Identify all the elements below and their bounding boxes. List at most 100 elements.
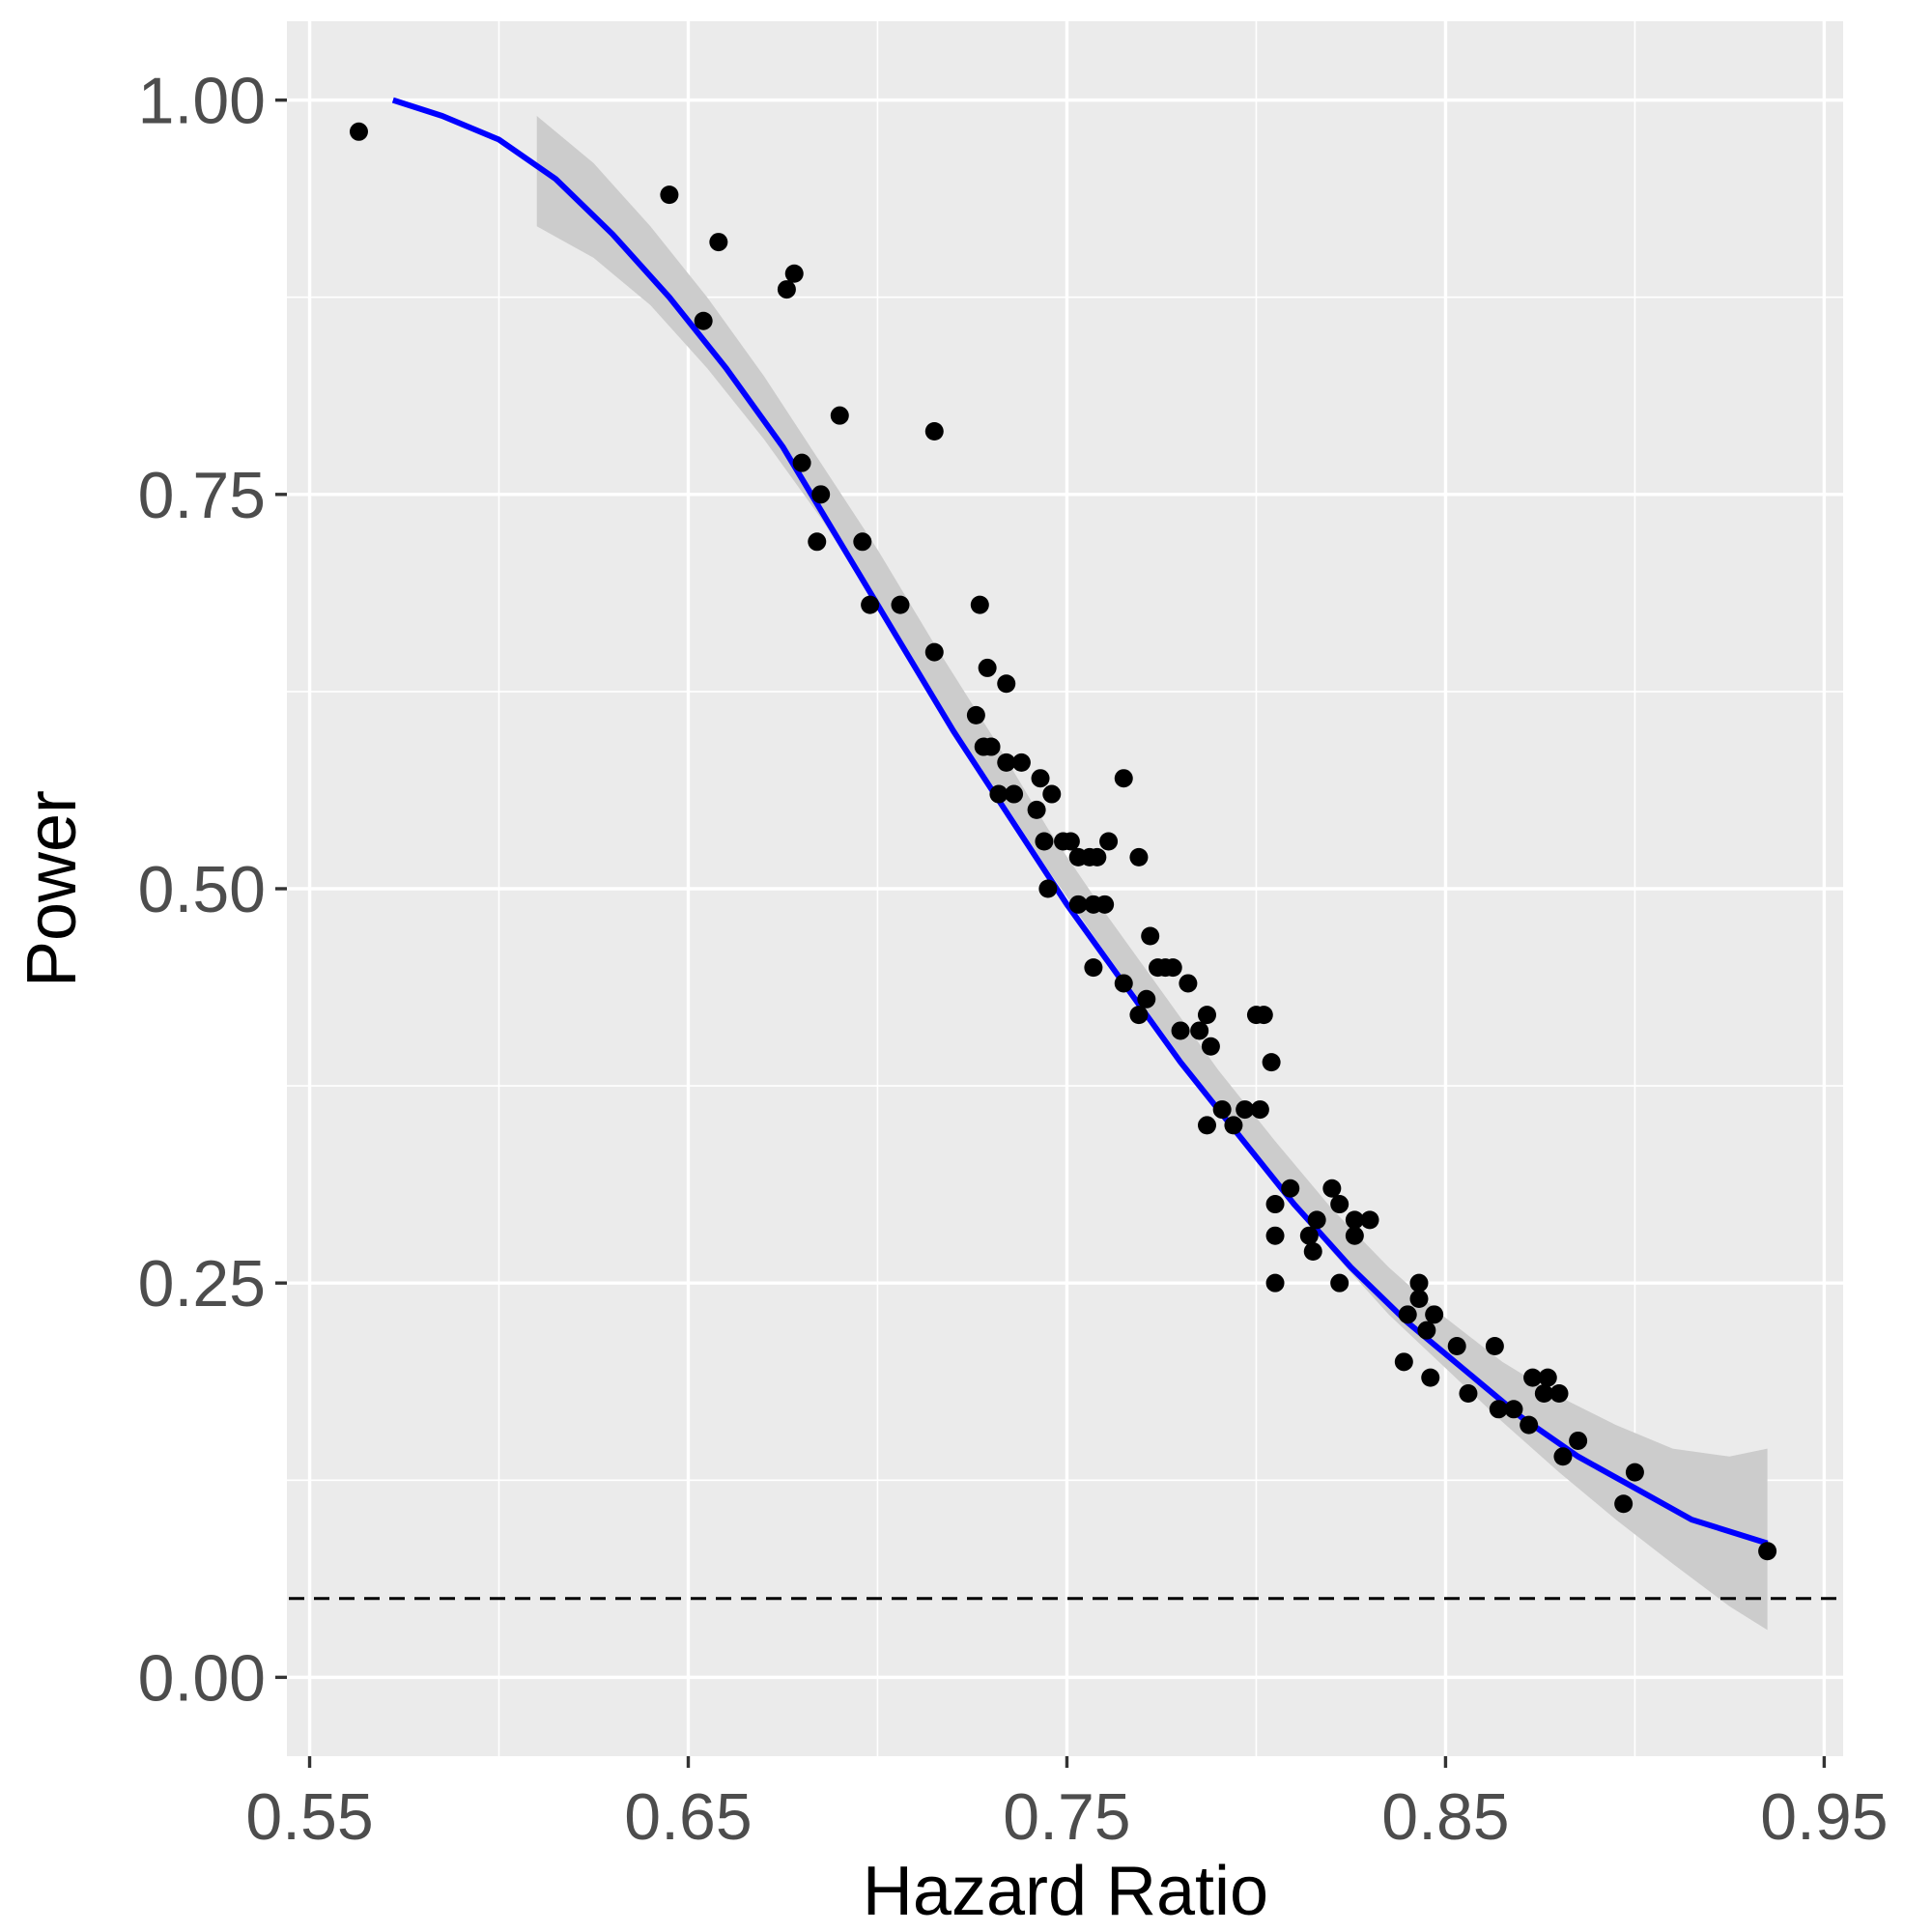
data-point bbox=[1236, 1100, 1255, 1120]
data-point bbox=[1459, 1383, 1478, 1403]
data-point bbox=[1163, 958, 1182, 978]
data-point bbox=[1417, 1321, 1436, 1340]
data-point bbox=[1262, 1053, 1281, 1072]
data-point bbox=[1330, 1195, 1350, 1214]
data-point bbox=[1520, 1415, 1539, 1435]
data-point bbox=[1534, 1383, 1553, 1403]
data-point bbox=[1549, 1383, 1569, 1403]
data-point bbox=[1197, 1116, 1216, 1135]
data-point bbox=[1758, 1542, 1777, 1561]
data-point bbox=[792, 453, 811, 472]
y-tick-label: 0.50 bbox=[138, 853, 266, 926]
data-point bbox=[1523, 1368, 1543, 1387]
data-point bbox=[966, 705, 985, 724]
data-point bbox=[1005, 784, 1024, 804]
data-point bbox=[997, 753, 1016, 772]
data-point bbox=[1201, 1037, 1220, 1056]
data-point bbox=[1141, 926, 1160, 946]
data-point bbox=[1398, 1305, 1417, 1324]
x-tick-label: 0.75 bbox=[1003, 1780, 1130, 1854]
data-point bbox=[1299, 1226, 1319, 1245]
data-point bbox=[830, 406, 849, 425]
data-point bbox=[1068, 895, 1088, 914]
data-point bbox=[1011, 753, 1031, 772]
data-point bbox=[1394, 1352, 1413, 1372]
data-point bbox=[970, 595, 989, 614]
data-point bbox=[1084, 958, 1103, 978]
data-point bbox=[1197, 1006, 1216, 1025]
data-point bbox=[1035, 832, 1054, 851]
data-point bbox=[1190, 1021, 1209, 1040]
data-point bbox=[709, 233, 728, 252]
data-point bbox=[1254, 1006, 1273, 1025]
axis-ticks bbox=[275, 98, 1827, 1768]
data-point bbox=[349, 122, 368, 141]
data-point bbox=[1061, 832, 1080, 851]
data-point bbox=[1489, 1400, 1508, 1419]
data-point bbox=[1038, 879, 1058, 898]
data-point bbox=[1031, 769, 1050, 788]
data-point bbox=[1099, 832, 1119, 851]
y-axis-title: Power bbox=[14, 790, 91, 987]
y-tick-label: 1.00 bbox=[138, 65, 266, 138]
data-point bbox=[853, 532, 872, 552]
data-point bbox=[1625, 1463, 1644, 1482]
data-point bbox=[1129, 847, 1149, 867]
data-point bbox=[1027, 800, 1046, 819]
x-tick-label: 0.95 bbox=[1760, 1780, 1888, 1854]
data-point bbox=[777, 280, 796, 299]
y-tick-labels: 0.00 0.25 0.50 0.75 1.00 bbox=[138, 65, 266, 1716]
data-point bbox=[1538, 1368, 1557, 1387]
data-point bbox=[1504, 1400, 1523, 1419]
data-point bbox=[1137, 989, 1156, 1009]
data-point bbox=[1303, 1242, 1322, 1262]
data-point bbox=[989, 784, 1009, 804]
data-point bbox=[1212, 1100, 1232, 1120]
data-point bbox=[1409, 1273, 1429, 1293]
data-point bbox=[1425, 1305, 1444, 1324]
y-tick-label: 0.75 bbox=[138, 459, 266, 532]
data-point bbox=[1330, 1273, 1350, 1293]
data-point bbox=[1345, 1210, 1364, 1230]
data-point bbox=[808, 532, 827, 552]
data-point bbox=[1553, 1447, 1573, 1466]
data-point bbox=[660, 185, 679, 205]
data-point bbox=[784, 264, 804, 283]
data-point bbox=[1114, 769, 1133, 788]
x-tick-label: 0.55 bbox=[245, 1780, 373, 1854]
data-point bbox=[1179, 974, 1198, 993]
data-point bbox=[1042, 784, 1062, 804]
data-point bbox=[811, 485, 831, 504]
data-point bbox=[1307, 1210, 1326, 1230]
data-point bbox=[1095, 895, 1115, 914]
data-point bbox=[1281, 1179, 1300, 1198]
fit-curve bbox=[391, 97, 1769, 1547]
data-point bbox=[861, 595, 880, 614]
x-tick-label: 0.85 bbox=[1381, 1780, 1509, 1854]
y-tick-label: 0.25 bbox=[138, 1247, 266, 1321]
data-point bbox=[1409, 1290, 1429, 1309]
data-point bbox=[981, 737, 1001, 756]
x-tick-label: 0.65 bbox=[624, 1780, 752, 1854]
data-point bbox=[891, 595, 910, 614]
data-point bbox=[1345, 1226, 1364, 1245]
y-tick-label: 0.00 bbox=[138, 1641, 266, 1715]
x-tick-labels: 0.55 0.65 0.75 0.85 0.95 bbox=[245, 1780, 1888, 1854]
data-point bbox=[1250, 1100, 1269, 1120]
data-point bbox=[924, 642, 944, 662]
x-axis-title: Hazard Ratio bbox=[863, 1853, 1268, 1930]
data-point bbox=[978, 658, 997, 677]
data-point bbox=[1265, 1226, 1285, 1245]
data-point bbox=[1569, 1431, 1588, 1450]
data-point bbox=[997, 674, 1016, 694]
confidence-band bbox=[536, 116, 1768, 1631]
data-point bbox=[1614, 1494, 1634, 1514]
data-point bbox=[1114, 974, 1133, 993]
data-point bbox=[1485, 1336, 1504, 1355]
data-point bbox=[1088, 847, 1107, 867]
data-point bbox=[1322, 1179, 1342, 1198]
data-point bbox=[1265, 1195, 1285, 1214]
data-point bbox=[1265, 1273, 1285, 1293]
data-point bbox=[924, 422, 944, 441]
